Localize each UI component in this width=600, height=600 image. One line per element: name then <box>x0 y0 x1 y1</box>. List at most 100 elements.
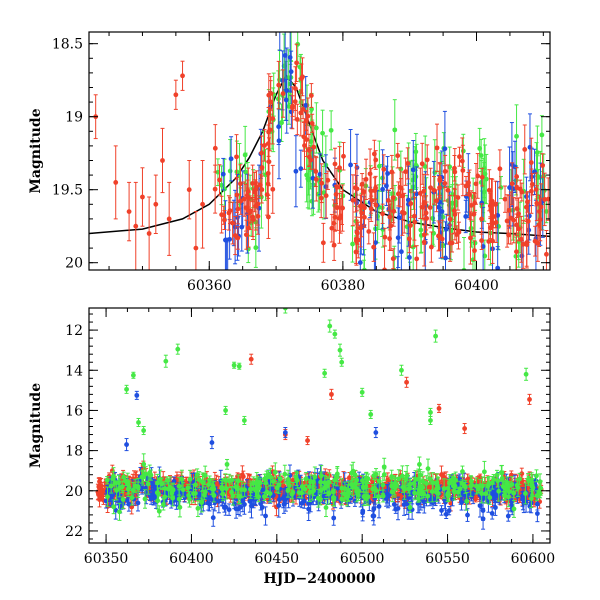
data-point <box>366 229 372 234</box>
data-point <box>514 185 520 191</box>
data-point <box>457 154 462 160</box>
data-point <box>309 106 314 112</box>
data-point <box>353 236 359 242</box>
data-point <box>381 166 387 172</box>
data-point <box>447 216 453 222</box>
data-point <box>234 154 239 160</box>
data-point <box>443 255 448 261</box>
data-point <box>323 193 329 199</box>
data-point <box>268 99 274 105</box>
data-point <box>126 209 132 214</box>
data-point <box>264 192 270 197</box>
data-point <box>217 177 222 183</box>
data-point <box>238 181 243 187</box>
data-point <box>160 158 165 163</box>
data-point <box>423 210 429 216</box>
data-point <box>243 232 249 238</box>
data-point <box>337 165 342 171</box>
data-point <box>350 197 356 203</box>
data-point <box>544 251 549 257</box>
data-point <box>359 203 364 209</box>
data-point <box>468 235 473 241</box>
data-point <box>317 171 323 177</box>
data-point <box>270 116 276 121</box>
data-point <box>311 144 317 150</box>
data-point <box>319 180 325 186</box>
data-point <box>405 160 411 166</box>
data-point <box>472 248 477 254</box>
data-point <box>339 205 345 211</box>
data-point <box>308 157 314 163</box>
data-point <box>493 202 498 207</box>
data-point <box>279 120 284 126</box>
data-point <box>407 255 412 260</box>
data-point <box>542 196 548 202</box>
data-point <box>303 102 309 108</box>
data-point <box>431 187 437 193</box>
plot-area <box>95 308 544 530</box>
data-point <box>519 471 525 477</box>
data-point <box>463 214 469 219</box>
data-point <box>173 92 179 98</box>
data-point <box>398 249 404 255</box>
data-point <box>387 236 393 242</box>
data-point <box>460 168 466 173</box>
data-point <box>455 195 461 200</box>
data-point <box>430 215 436 221</box>
data-point <box>304 172 310 178</box>
data-point <box>520 241 526 247</box>
data-point <box>490 238 495 244</box>
data-point <box>290 103 295 109</box>
data-point <box>223 237 228 243</box>
data-point <box>436 233 441 239</box>
data-point <box>234 192 240 198</box>
data-point <box>328 127 334 133</box>
data-point <box>390 191 395 196</box>
data-point <box>428 244 434 250</box>
data-point <box>397 184 403 190</box>
data-point <box>428 185 434 191</box>
data-point <box>238 198 244 204</box>
data-point <box>432 170 438 175</box>
data-point <box>385 171 390 176</box>
data-point <box>545 196 550 202</box>
data-point <box>473 181 479 187</box>
data-point <box>468 203 474 208</box>
data-point <box>259 187 265 192</box>
data-point <box>440 242 446 248</box>
data-point <box>308 93 314 98</box>
data-point <box>166 216 172 222</box>
data-point <box>459 158 465 164</box>
data-point <box>334 205 340 211</box>
data-point <box>305 113 311 119</box>
data-point <box>255 201 261 207</box>
data-point <box>287 55 293 60</box>
data-point <box>434 198 439 204</box>
data-point <box>452 212 458 217</box>
data-point <box>288 69 294 75</box>
data-point <box>443 226 449 232</box>
data-point <box>472 240 478 246</box>
data-point <box>320 130 325 136</box>
data-point <box>395 191 401 197</box>
data-point <box>333 192 339 197</box>
data-point <box>522 147 528 152</box>
data-point <box>357 260 363 265</box>
data-point <box>230 220 235 226</box>
plot-area <box>89 32 550 276</box>
data-point <box>262 142 267 148</box>
data-point <box>524 242 530 248</box>
x-tick-label: 60400 <box>454 278 499 294</box>
data-point <box>412 219 418 225</box>
data-point <box>372 271 377 276</box>
data-point <box>437 185 442 191</box>
data-point <box>282 53 288 58</box>
data-point <box>507 185 512 190</box>
data-point <box>395 153 401 159</box>
data-point <box>504 218 510 224</box>
data-point <box>385 198 391 203</box>
data-point <box>113 179 119 185</box>
data-point <box>276 138 282 144</box>
data-point <box>421 188 427 194</box>
data-point <box>514 249 519 255</box>
